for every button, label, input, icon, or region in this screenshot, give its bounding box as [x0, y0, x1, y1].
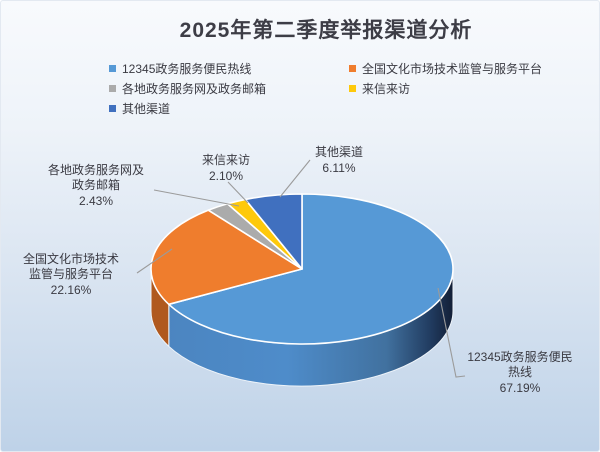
legend-label: 各地政务服务网及政务邮箱: [122, 81, 267, 96]
callout-quanguo: 全国文化市场技术 监管与服务平台 22.16%: [1, 252, 141, 298]
legend-label: 来信来访: [362, 81, 411, 96]
legend-item-12345[interactable]: 12345政务服务便民热线: [109, 58, 266, 78]
legend-item-qita[interactable]: 其他渠道: [109, 98, 266, 118]
legend-item-laixin[interactable]: 来信来访: [349, 78, 542, 98]
callout-percent: 2.10%: [208, 169, 244, 183]
leader-line-1: [136, 248, 173, 274]
leader-line-0: [437, 287, 466, 378]
callout-percent: 6.11%: [322, 161, 356, 175]
callout-line: 全国文化市场技术: [22, 252, 119, 266]
legend-column-1: 12345政务服务便民热线 各地政务服务网及政务邮箱 其他渠道: [109, 58, 266, 118]
callout-line: 政务邮箱: [71, 178, 120, 192]
legend-marker-yellow: [349, 84, 356, 92]
leader-line-4: [279, 159, 311, 198]
pie-slice-4[interactable]: [244, 193, 303, 270]
callout-line: 其他渠道: [314, 145, 363, 159]
legend-marker-blue: [109, 64, 116, 72]
leader-line-2: [153, 189, 240, 207]
legend-marker-gray: [109, 84, 116, 92]
pie-slice-0[interactable]: [167, 193, 454, 345]
legend: 12345政务服务便民热线 各地政务服务网及政务邮箱 其他渠道 全国文化市场技术…: [1, 58, 599, 120]
callout-line: 来信来访: [201, 153, 250, 167]
legend-column-2: 全国文化市场技术监管与服务平台 来信来访: [349, 58, 542, 98]
legend-label: 12345政务服务便民热线: [122, 61, 252, 76]
callout-qita: 其他渠道 6.11%: [291, 145, 387, 176]
callout-12345: 12345政务服务便民 热线 67.19%: [449, 350, 591, 396]
callout-laixin: 来信来访 2.10%: [176, 153, 276, 184]
legend-label: 其他渠道: [122, 101, 171, 116]
callout-line: 各地政务服务网及: [47, 163, 144, 177]
callout-line: 12345政务服务便民: [467, 350, 573, 364]
legend-marker-darkblue: [109, 104, 116, 112]
legend-item-gedi[interactable]: 各地政务服务网及政务邮箱: [109, 78, 266, 98]
leader-line-3: [227, 181, 249, 204]
callout-percent: 22.16%: [50, 283, 92, 297]
chart-title: 2025年第二季度举报渠道分析: [179, 19, 473, 42]
callout-line: 热线: [507, 365, 532, 379]
legend-item-quanguo[interactable]: 全国文化市场技术监管与服务平台: [349, 58, 542, 78]
callout-percent: 67.19%: [499, 381, 541, 395]
legend-marker-orange: [349, 64, 356, 72]
callout-line: 监管与服务平台: [28, 267, 113, 281]
legend-label: 全国文化市场技术监管与服务平台: [362, 61, 543, 76]
pie-slice-1[interactable]: [150, 209, 303, 306]
callout-percent: 2.43%: [78, 194, 114, 208]
callout-gedi: 各地政务服务网及 政务邮箱 2.43%: [29, 163, 163, 209]
